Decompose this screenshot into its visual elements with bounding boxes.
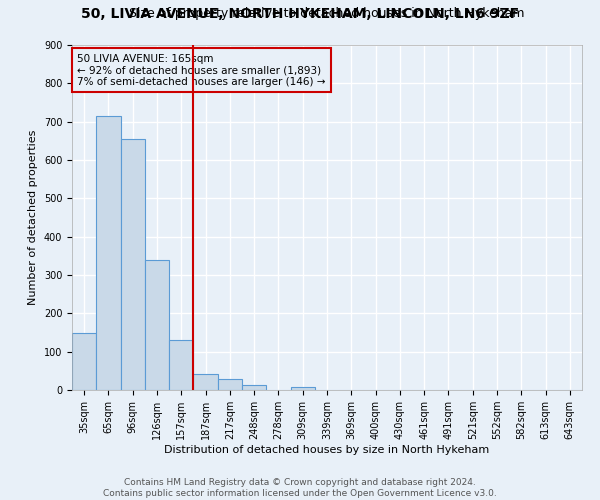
Bar <box>218 378 242 390</box>
Bar <box>145 260 169 390</box>
Bar <box>72 332 96 390</box>
Bar <box>242 386 266 390</box>
Text: 50 LIVIA AVENUE: 165sqm
← 92% of detached houses are smaller (1,893)
7% of semi-: 50 LIVIA AVENUE: 165sqm ← 92% of detache… <box>77 54 326 87</box>
Y-axis label: Number of detached properties: Number of detached properties <box>28 130 38 305</box>
Bar <box>121 139 145 390</box>
Text: 50, LIVIA AVENUE, NORTH HYKEHAM, LINCOLN, LN6 9ZF: 50, LIVIA AVENUE, NORTH HYKEHAM, LINCOLN… <box>81 8 519 22</box>
X-axis label: Distribution of detached houses by size in North Hykeham: Distribution of detached houses by size … <box>164 445 490 455</box>
Bar <box>169 340 193 390</box>
Bar <box>96 116 121 390</box>
Bar <box>290 387 315 390</box>
Text: Contains HM Land Registry data © Crown copyright and database right 2024.
Contai: Contains HM Land Registry data © Crown c… <box>103 478 497 498</box>
Title: Size of property relative to detached houses in North Hykeham: Size of property relative to detached ho… <box>129 7 525 20</box>
Bar <box>193 374 218 390</box>
